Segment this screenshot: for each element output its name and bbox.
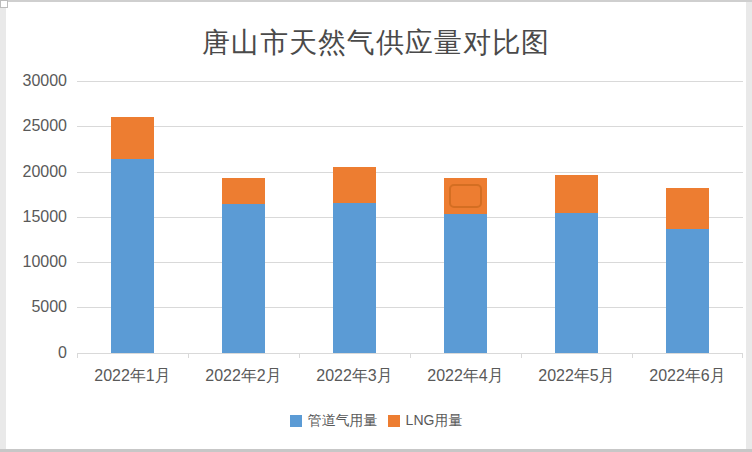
legend-color-swatch (290, 415, 302, 427)
legend-label: 管道气用量 (308, 412, 378, 430)
x-axis-tick (77, 353, 78, 358)
bar-segment[interactable] (444, 178, 487, 214)
bar-segment[interactable] (666, 188, 709, 229)
x-tick-label: 2022年1月 (77, 366, 188, 386)
bar-segment[interactable] (666, 229, 709, 353)
bar-segment[interactable] (555, 175, 598, 213)
x-axis-tick (299, 353, 300, 358)
x-tick-label: 2022年6月 (632, 366, 743, 386)
right-edge-band (746, 0, 752, 452)
legend-item[interactable]: LNG用量 (388, 412, 463, 430)
x-axis-tick (742, 353, 743, 358)
selection-highlight (449, 184, 482, 208)
bar-segment[interactable] (222, 178, 265, 204)
chart-window: 唐山市天然气供应量对比图 0 5000 10000 15000 20000 25000 30… (0, 0, 752, 452)
gridline (77, 217, 743, 218)
bar-segment[interactable] (555, 213, 598, 352)
x-tick-label: 2022年2月 (188, 366, 299, 386)
y-tick-label: 15000 (0, 207, 67, 227)
x-tick-label: 2022年3月 (299, 366, 410, 386)
legend-color-swatch (388, 415, 400, 427)
bar-segment[interactable] (222, 204, 265, 352)
legend-item[interactable]: 管道气用量 (290, 412, 378, 430)
gridline (77, 172, 743, 173)
y-tick-label: 10000 (0, 252, 67, 272)
gridline (77, 81, 743, 82)
x-axis-tick (521, 353, 522, 358)
x-axis-tick (632, 353, 633, 358)
bar-segment[interactable] (111, 159, 154, 353)
y-tick-label: 25000 (0, 116, 67, 136)
chart-title[interactable]: 唐山市天然气供应量对比图 (0, 26, 752, 60)
top-frame-line (0, 0, 752, 2)
y-tick-label: 30000 (0, 71, 67, 91)
y-tick-label: 0 (0, 343, 67, 363)
legend: 管道气用量 LNG用量 (0, 410, 752, 432)
legend-label: LNG用量 (406, 412, 463, 430)
x-axis-tick (188, 353, 189, 358)
x-tick-label: 2022年4月 (410, 366, 521, 386)
y-tick-label: 20000 (0, 162, 67, 182)
x-tick-label: 2022年5月 (521, 366, 632, 386)
gridline (77, 262, 743, 263)
corner-handle (0, 0, 8, 8)
plot-area (77, 81, 743, 354)
gridline (77, 126, 743, 127)
y-tick-label: 5000 (0, 297, 67, 317)
bar-segment[interactable] (111, 117, 154, 159)
bar-segment[interactable] (444, 214, 487, 352)
x-axis-tick (410, 353, 411, 358)
gridline (77, 307, 743, 308)
bar-segment[interactable] (333, 167, 376, 203)
bar-segment[interactable] (333, 203, 376, 352)
